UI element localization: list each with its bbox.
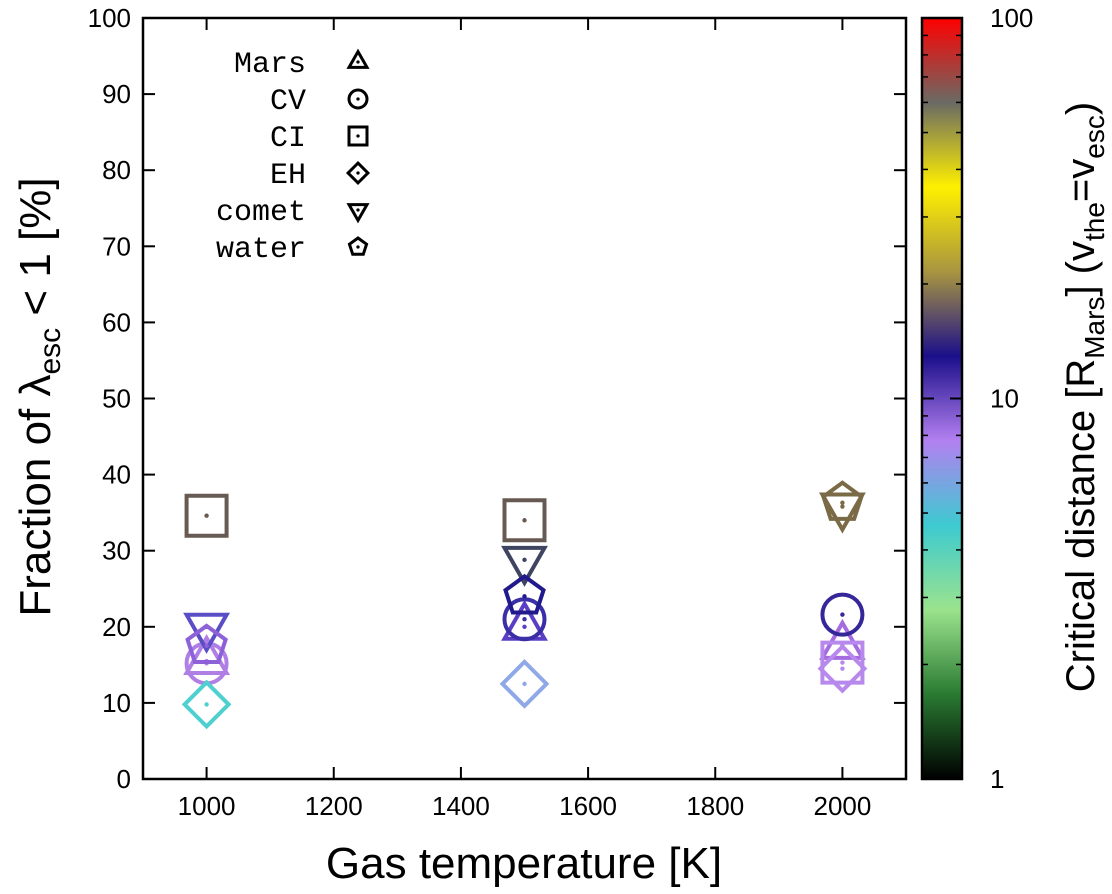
cb-label-tail: ) — [1059, 102, 1103, 115]
colorbar-tick-label: 10 — [990, 384, 1019, 414]
diamond-point — [499, 659, 550, 709]
triangle-down-point — [501, 545, 548, 587]
pentagon-point-center — [840, 500, 845, 505]
legend-triangle-up-icon-center — [356, 60, 360, 64]
series-water — [185, 480, 864, 665]
square-point — [502, 498, 547, 543]
y-axis-label-sub: esc — [34, 328, 67, 375]
x-axis-label: Gas temperature [K] — [326, 839, 722, 888]
legend-label: water — [216, 233, 306, 267]
triangle-down-point-center — [840, 504, 845, 509]
legend-square-icon-center — [356, 134, 360, 138]
square-point-center — [522, 518, 527, 523]
pentagon-point-center — [522, 594, 527, 599]
data-points — [181, 480, 868, 730]
diamond-point-center — [840, 666, 845, 671]
colorbar-tick-label: 1 — [990, 764, 1004, 794]
x-tick-label: 2000 — [813, 791, 871, 821]
colorbar-tick-label: 100 — [990, 3, 1033, 33]
pentagon-point — [503, 573, 546, 615]
legend-triangle-down-icon — [346, 203, 370, 224]
y-tick-label: 40 — [102, 460, 131, 490]
y-tick-label: 100 — [88, 3, 131, 33]
legend-circle-icon — [347, 88, 369, 110]
y-tick-label: 10 — [102, 688, 131, 718]
circle-point — [502, 597, 547, 642]
legend-diamond-icon-center — [356, 171, 360, 175]
series-eh — [181, 643, 868, 730]
y-tick-label: 50 — [102, 384, 131, 414]
y-axis: 0 10 20 30 40 50 60 70 80 90 100 — [88, 3, 906, 794]
triangle-up-point-center — [522, 624, 527, 629]
legend-label: Mars — [234, 48, 306, 82]
pentagon-point — [185, 623, 228, 665]
diamond-point — [817, 643, 868, 694]
triangle-up-point — [818, 618, 866, 660]
y-tick-label: 90 — [102, 79, 131, 109]
lambda-symbol: λ — [11, 375, 60, 397]
x-tick-label: 1600 — [559, 791, 617, 821]
square-point-center — [840, 660, 845, 665]
series-ci — [184, 493, 865, 685]
colorbar-label: Critical distance [RMars] (vthe=vesc) — [1059, 102, 1110, 692]
x-axis: 1000 1200 1400 1600 1800 2000 — [178, 18, 871, 821]
y-tick-label: 30 — [102, 536, 131, 566]
cb-label-eq: =v — [1059, 159, 1103, 202]
y-axis-label-tail: < 1 [%] — [11, 177, 60, 327]
circle-point-center — [522, 616, 527, 622]
diamond-point — [181, 679, 232, 730]
legend-square-icon — [347, 125, 369, 147]
x-tick-label: 1200 — [305, 791, 363, 821]
cb-label-sub-esc: esc — [1079, 115, 1110, 159]
y-tick-label: 0 — [117, 764, 131, 794]
legend-pentagon-icon-center — [356, 245, 360, 249]
diamond-point-center — [522, 681, 527, 687]
y-tick-label: 70 — [102, 231, 131, 261]
y-tick-label: 80 — [102, 155, 131, 185]
cb-label-mid: ] (v — [1059, 241, 1103, 297]
y-tick-label: 20 — [102, 612, 131, 642]
colorbar: 1 10 100 — [920, 3, 1033, 794]
legend-diamond-icon — [345, 160, 371, 186]
y-axis-label: Fraction of λesc < 1 [%] — [11, 177, 67, 616]
cb-label-sub-the: the — [1079, 202, 1110, 241]
circle-point — [820, 592, 865, 637]
triangle-down-point — [818, 492, 866, 534]
x-tick-label: 1400 — [432, 791, 490, 821]
x-tick-label: 1000 — [178, 791, 236, 821]
square-point-center — [204, 513, 209, 518]
series-cv — [184, 592, 865, 686]
pentagon-point-center — [204, 643, 209, 649]
cb-label-sub-mars: Mars — [1079, 297, 1110, 359]
pentagon-point — [821, 480, 864, 521]
legend-pentagon-icon — [347, 236, 369, 256]
legend-triangle-up-icon — [346, 48, 370, 69]
legend-circle-icon-center — [356, 97, 360, 101]
legend-label: CI — [270, 122, 306, 156]
circle-point-center — [840, 612, 845, 617]
triangle-down-point-center — [522, 557, 527, 563]
square-point — [184, 493, 229, 538]
plot-frame — [141, 16, 908, 781]
legend-triangle-down-icon-center — [356, 208, 360, 212]
cb-label-main: Critical distance [R — [1059, 359, 1103, 692]
diamond-point-center — [204, 702, 209, 707]
triangle-up-point — [183, 634, 231, 676]
y-axis-label-main: Fraction of — [11, 397, 60, 617]
legend-label: EH — [270, 159, 306, 193]
legend-label: comet — [216, 196, 306, 230]
x-tick-label: 1800 — [686, 791, 744, 821]
plot-area — [141, 16, 908, 781]
legend-label: CV — [270, 85, 306, 119]
y-tick-label: 60 — [102, 307, 131, 337]
